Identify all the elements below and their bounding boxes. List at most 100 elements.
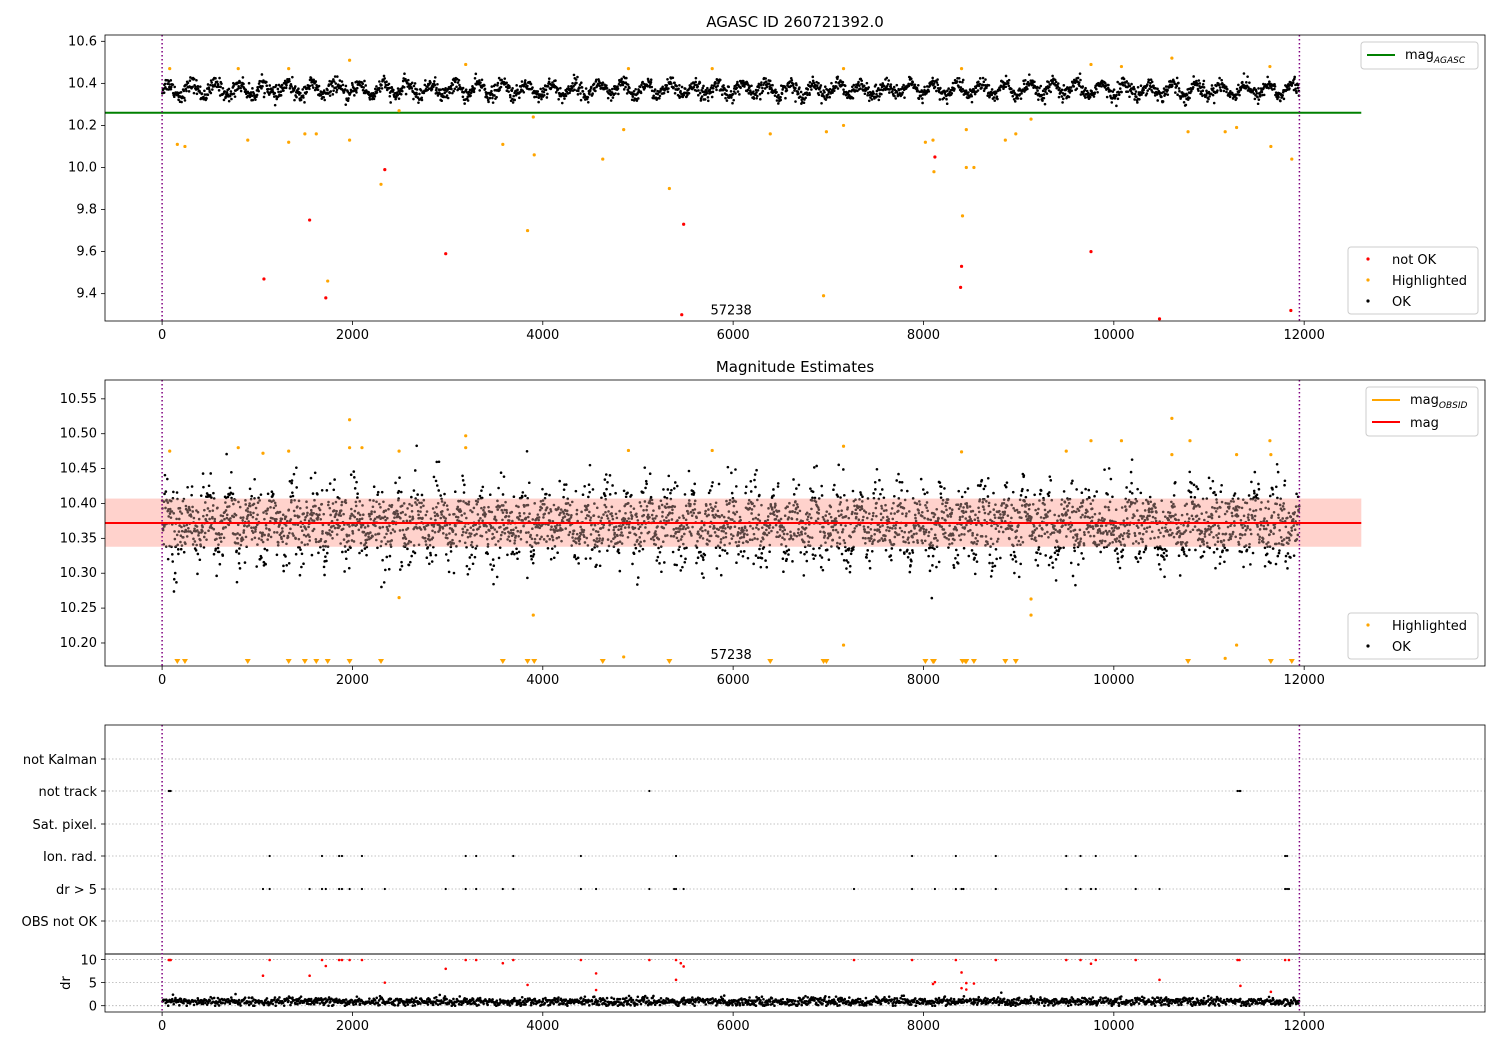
ok-point <box>217 550 221 554</box>
ok-point <box>383 85 387 89</box>
ok-point <box>347 539 350 543</box>
ok-point <box>333 478 336 481</box>
ok-point <box>369 531 372 534</box>
ok-point <box>1140 93 1143 96</box>
ok-point <box>531 555 535 558</box>
ok-point <box>221 554 225 557</box>
ok-point <box>335 90 338 94</box>
ok-point <box>424 543 428 546</box>
ok-point <box>734 468 737 471</box>
ok-point <box>501 511 505 514</box>
ok-point <box>580 528 584 531</box>
ok-point <box>472 506 476 510</box>
ok-point <box>818 554 822 557</box>
ok-point <box>461 86 465 90</box>
ok-point <box>674 530 678 534</box>
ok-point <box>331 502 335 505</box>
ok-point <box>637 527 641 531</box>
ok-point <box>1136 85 1140 89</box>
ok-point <box>795 487 798 490</box>
ok-point <box>661 510 664 514</box>
ok-point <box>663 495 666 499</box>
ok-point <box>541 487 544 491</box>
ok-point <box>222 526 225 529</box>
ok-point <box>195 78 198 82</box>
ok-point <box>303 101 306 104</box>
ok-point <box>668 511 672 515</box>
ok-point <box>195 543 198 547</box>
ok-point <box>322 96 326 99</box>
ok-point <box>252 502 256 506</box>
ok-point <box>341 550 344 554</box>
ok-point <box>197 517 201 521</box>
ok-point <box>725 89 728 92</box>
ok-point <box>667 87 670 90</box>
ok-point <box>1257 87 1260 90</box>
ok-point <box>1067 95 1071 99</box>
ok-point <box>252 92 256 95</box>
ok-point <box>532 549 536 552</box>
ok-point <box>549 510 553 513</box>
ok-point <box>675 563 678 567</box>
ok-point <box>836 495 840 498</box>
ok-point <box>1273 83 1276 86</box>
ok-point <box>672 487 676 490</box>
ok-point <box>554 79 557 82</box>
ok-point <box>650 498 654 502</box>
ok-point <box>726 465 730 469</box>
ok-point <box>243 561 247 564</box>
ok-point <box>842 468 845 471</box>
ok-point <box>237 552 241 555</box>
ok-point <box>180 100 183 104</box>
ok-point <box>386 529 390 532</box>
ok-point <box>776 485 780 488</box>
ok-point <box>1195 79 1198 83</box>
ok-point <box>322 565 326 569</box>
ok-point <box>517 518 521 521</box>
not-ok-point <box>324 296 328 300</box>
ok-point <box>994 91 998 95</box>
ok-point <box>517 550 521 554</box>
ok-point <box>705 91 709 95</box>
ok-point <box>1041 99 1044 102</box>
ok-point <box>579 92 582 95</box>
ok-point <box>1282 97 1286 101</box>
ok-point <box>380 87 384 90</box>
ok-point <box>605 487 608 491</box>
ok-point <box>837 463 841 467</box>
ok-point <box>643 500 647 503</box>
ok-point <box>527 531 530 534</box>
ok-point <box>860 79 863 82</box>
ok-point <box>691 525 694 529</box>
ok-point <box>215 80 219 84</box>
ok-point <box>531 518 535 521</box>
ok-point <box>548 493 551 497</box>
ok-point <box>756 89 760 92</box>
ok-point <box>559 508 563 511</box>
ok-point <box>207 484 211 488</box>
ok-point <box>479 81 482 84</box>
ok-point <box>266 87 270 91</box>
ok-point <box>683 87 687 90</box>
ok-point <box>485 537 489 541</box>
ok-point <box>257 537 261 540</box>
ok-point <box>820 484 823 488</box>
ok-point <box>683 560 687 564</box>
ok-point <box>635 512 638 516</box>
ok-point <box>503 531 507 535</box>
ok-point <box>394 97 397 101</box>
ok-point <box>625 92 629 95</box>
ok-point <box>382 500 385 504</box>
panel1-line-legend: magAGASC <box>1360 41 1479 70</box>
ok-point <box>162 500 166 503</box>
legend-highlighted-marker <box>1366 278 1370 282</box>
ok-point <box>544 88 548 92</box>
ok-point <box>662 488 665 491</box>
ok-point <box>273 103 277 107</box>
ok-point <box>376 490 380 494</box>
ok-point <box>646 85 649 88</box>
ok-point <box>621 534 624 537</box>
ok-point <box>463 512 466 515</box>
ok-point <box>236 532 239 535</box>
ok-point <box>588 92 591 96</box>
